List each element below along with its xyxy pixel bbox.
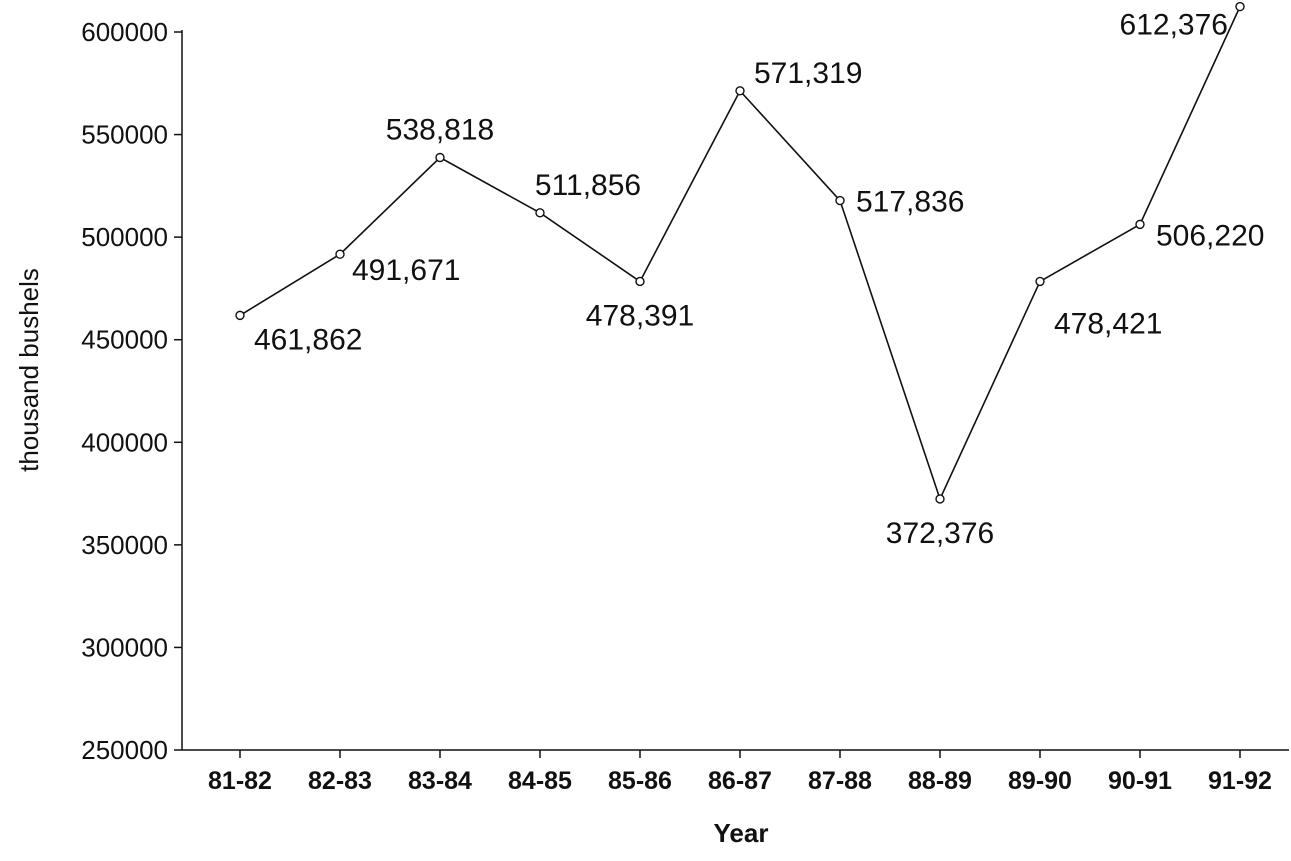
x-tick-label: 91-92: [1208, 767, 1272, 795]
data-label: 506,220: [1156, 219, 1264, 252]
x-tick-label: 89-90: [1008, 767, 1072, 795]
data-labels: 461,862 491,671 538,818 511,856 478,391 571,3…: [254, 9, 1264, 550]
data-point: [935, 494, 945, 504]
y-tick-label: 550000: [81, 120, 168, 150]
data-point: [435, 152, 445, 163]
data-point: [1135, 219, 1145, 230]
data-label: 478,421: [1054, 307, 1162, 340]
data-point: [535, 208, 545, 218]
y-tick-label: 250000: [81, 735, 168, 765]
data-label: 511,856: [535, 169, 641, 202]
data-point: [335, 249, 345, 259]
data-label: 538,818: [386, 114, 494, 147]
x-tick-label: 86-87: [708, 767, 772, 795]
x-tick-label: 83-84: [408, 767, 472, 795]
data-label: 612,376: [1120, 9, 1228, 42]
x-tick-label: 81-82: [208, 767, 272, 795]
data-point: [635, 276, 645, 287]
data-point: [1035, 276, 1045, 287]
x-axis-title: Year: [714, 818, 769, 848]
y-tick-label: 450000: [81, 325, 168, 355]
y-axis: 250000 300000 350000 400000 450000 500000 5500…: [81, 17, 183, 765]
x-tick-label: 84-85: [508, 767, 572, 795]
y-tick-label: 600000: [81, 17, 168, 47]
series: [235, 1, 1245, 504]
series-line: [239, 6, 1241, 502]
data-label: 372,376: [886, 517, 994, 550]
data-label: 491,671: [352, 254, 460, 287]
data-label: 461,862: [254, 323, 362, 356]
data-point: [835, 195, 845, 206]
y-tick-label: 300000: [81, 632, 168, 662]
y-tick-label: 500000: [81, 222, 168, 252]
x-tick-label: 85-86: [608, 767, 672, 795]
data-point: [735, 86, 745, 96]
data-label: 517,836: [856, 186, 964, 219]
x-axis: 81-82 82-83 83-84 84-85 85-86 86-87 87-88 88-89…: [182, 749, 1289, 795]
x-tick-label: 88-89: [908, 767, 972, 795]
data-point: [235, 310, 245, 321]
x-tick-label: 82-83: [308, 767, 372, 795]
y-axis-title: thousand bushels: [14, 268, 44, 472]
data-point: [1235, 1, 1245, 12]
data-label: 571,319: [754, 57, 862, 90]
data-label: 478,391: [586, 299, 694, 332]
y-tick-label: 350000: [81, 530, 168, 560]
y-tick-label: 400000: [81, 427, 168, 457]
x-tick-label: 87-88: [808, 767, 872, 795]
x-tick-label: 90-91: [1108, 767, 1172, 795]
